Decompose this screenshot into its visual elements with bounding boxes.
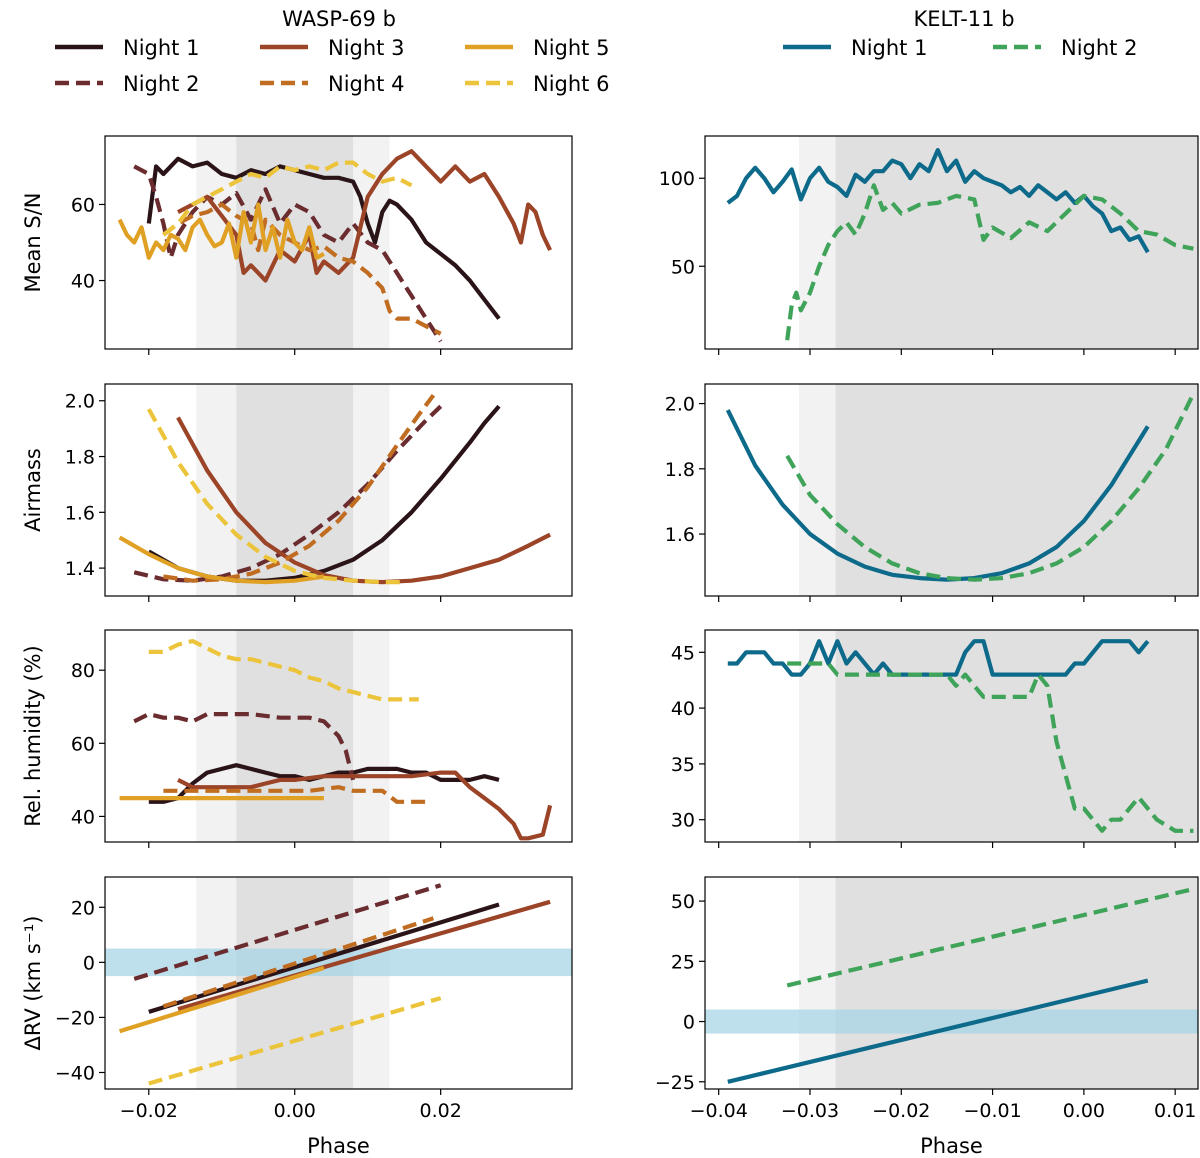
- wasp-rv-ytick-label: −40: [55, 1062, 95, 1084]
- kelt-xtick-label: −0.03: [781, 1100, 839, 1122]
- kelt-snr-shade-dark: [835, 136, 1198, 349]
- wasp-snr-ytick-label: 40: [71, 271, 95, 293]
- wasp-panel-airmass: 1.4 1.6 1.8 2.0 Airmass: [21, 383, 573, 602]
- kelt-rv-ytick-label: 25: [671, 951, 695, 973]
- kelt-airmass-series-n1: [725, 409, 1150, 582]
- wasp-airmass-ytick-label: 2.0: [65, 391, 95, 413]
- wasp-rv-ytick-label: 20: [71, 897, 95, 919]
- wasp-airmass-ytick-label: 1.6: [65, 502, 95, 524]
- wasp-airmass-series-n4: [163, 393, 436, 583]
- wasp-humidity-series-n3: [177, 770, 553, 841]
- wasp-panel-snr: 40 60 Mean S/N: [21, 135, 573, 355]
- kelt-xlabel: Phase: [920, 1134, 983, 1158]
- wasp-airmass-ytick-label: 1.4: [65, 558, 95, 580]
- wasp-rv-series-n6: [148, 996, 442, 1086]
- kelt-snr-series-n2: [785, 183, 1194, 341]
- kelt-snr-ytick-label: 100: [659, 168, 695, 190]
- wasp-rv-series-n2: [133, 883, 442, 981]
- wasp-legend-label-n3: Night 3: [328, 36, 404, 60]
- wasp-airmass-frame: [104, 383, 573, 597]
- kelt-airmass-ytick-label: 2.0: [665, 394, 695, 416]
- kelt-xtick-label: 0.01: [1154, 1100, 1196, 1122]
- wasp-legend-label-n4: Night 4: [328, 72, 404, 96]
- wasp-legend-label-n5: Night 5: [533, 36, 609, 60]
- wasp-snr-series-n1: [146, 156, 501, 320]
- kelt-panel-snr: 50 100: [659, 135, 1199, 355]
- wasp-humidity-series-n6: [148, 638, 419, 702]
- wasp-title: WASP-69 b: [282, 7, 396, 31]
- wasp-humidity-ytick-label: 60: [71, 733, 95, 755]
- kelt-humidity-ytick-label: 30: [671, 810, 695, 832]
- wasp-rv-series-n5: [118, 965, 325, 1034]
- wasp-snr-series-n2: [133, 164, 443, 343]
- wasp-snr-series-n5: [117, 202, 325, 260]
- wasp-airmass-series-n6: [146, 408, 405, 585]
- wasp-humidity-ylabel: Rel. humidity (%): [21, 645, 45, 827]
- kelt-rv-series-n1: [727, 978, 1149, 1084]
- kelt-airmass-frame: [704, 383, 1199, 597]
- wasp-rv-series-n4: [162, 916, 435, 1009]
- kelt-panel-airmass: 1.6 1.8 2.0: [665, 383, 1199, 602]
- kelt-xtick-label: −0.02: [872, 1100, 930, 1122]
- kelt-humidity-ytick-label: 35: [671, 754, 695, 776]
- wasp-humidity-frame: [104, 629, 573, 843]
- kelt-humidity-series-n2: [787, 661, 1194, 833]
- wasp-rv-series-n3: [177, 899, 551, 1012]
- wasp-snr-ylabel: Mean S/N: [21, 192, 45, 292]
- kelt-xtick-label: −0.01: [963, 1100, 1021, 1122]
- kelt-title: KELT-11 b: [913, 7, 1014, 31]
- wasp-rv-ylabel: ΔRV (km s⁻¹): [21, 916, 45, 1051]
- kelt-panel-humidity: 30 35 40 45: [671, 629, 1199, 848]
- kelt-humidity-frame: [704, 629, 1199, 843]
- wasp-xlabel: Phase: [307, 1134, 370, 1158]
- wasp-airmass-ytick-label: 1.8: [65, 447, 95, 469]
- wasp-rv-frame: [104, 876, 573, 1090]
- kelt-rv-series-n2: [786, 886, 1194, 988]
- wasp-airmass-series-n5: [118, 535, 325, 585]
- wasp-panel-rv: −40 −20 0 20 −0.02 0.00 0.02 ΔRV (km s⁻¹) Phase: [21, 876, 573, 1158]
- kelt-rv-frame: [704, 876, 1199, 1090]
- kelt-airmass-ytick-label: 1.8: [665, 459, 695, 481]
- wasp-snr-ytick-label: 60: [71, 194, 95, 216]
- kelt-humidity-ytick-label: 45: [671, 642, 695, 664]
- wasp-snr-series-n6: [162, 160, 413, 237]
- wasp-rv-shade-dark: [236, 877, 354, 1089]
- kelt-xtick-label: −0.04: [690, 1100, 748, 1122]
- kelt-legend-label-n2: Night 2: [1061, 36, 1137, 60]
- wasp-xtick-label: 0.00: [274, 1100, 316, 1122]
- wasp-legend-label-n2: Night 2: [123, 72, 199, 96]
- kelt-humidity-ytick-label: 40: [671, 698, 695, 720]
- kelt-humidity-series-n1: [727, 639, 1150, 677]
- kelt-humidity-shade-dark: [835, 630, 1198, 842]
- wasp-rv-ytick-label: −20: [55, 1007, 95, 1029]
- kelt-rv-ytick-label: 0: [683, 1012, 695, 1034]
- kelt-snr-frame: [704, 135, 1199, 350]
- kelt-rv-ytick-label: 50: [671, 891, 695, 913]
- wasp-airmass-ylabel: Airmass: [21, 448, 45, 532]
- wasp-snr-frame: [104, 135, 573, 350]
- wasp-humidity-shade-dark: [236, 630, 354, 842]
- wasp-xtick-label: −0.02: [120, 1100, 178, 1122]
- wasp-xtick-label: 0.02: [420, 1100, 462, 1122]
- kelt-airmass-series-n2: [785, 392, 1196, 582]
- kelt-xtick-label: 0.00: [1063, 1100, 1105, 1122]
- wasp-snr-series-n3: [177, 149, 552, 283]
- wasp-humidity-ytick-label: 80: [71, 660, 95, 682]
- wasp-panel-humidity: 40 60 80 Rel. humidity (%): [21, 629, 573, 848]
- kelt-legend-label-n1: Night 1: [851, 36, 927, 60]
- kelt-snr-ytick-label: 50: [671, 256, 695, 278]
- wasp-legend-label-n1: Night 1: [123, 36, 199, 60]
- kelt-airmass-ytick-label: 1.6: [665, 524, 695, 546]
- wasp-rv-ytick-label: 0: [83, 952, 95, 974]
- wasp-humidity-ytick-label: 40: [71, 806, 95, 828]
- kelt-rv-ytick-label: −25: [655, 1072, 695, 1094]
- wasp-humidity-series-n4: [163, 785, 427, 804]
- kelt-panel-rv: −25 0 25 50 −0.04 −0.03 −0.02 −0.01 0.00 0.01 Phas…: [655, 876, 1199, 1158]
- wasp-legend-label-n6: Night 6: [533, 72, 609, 96]
